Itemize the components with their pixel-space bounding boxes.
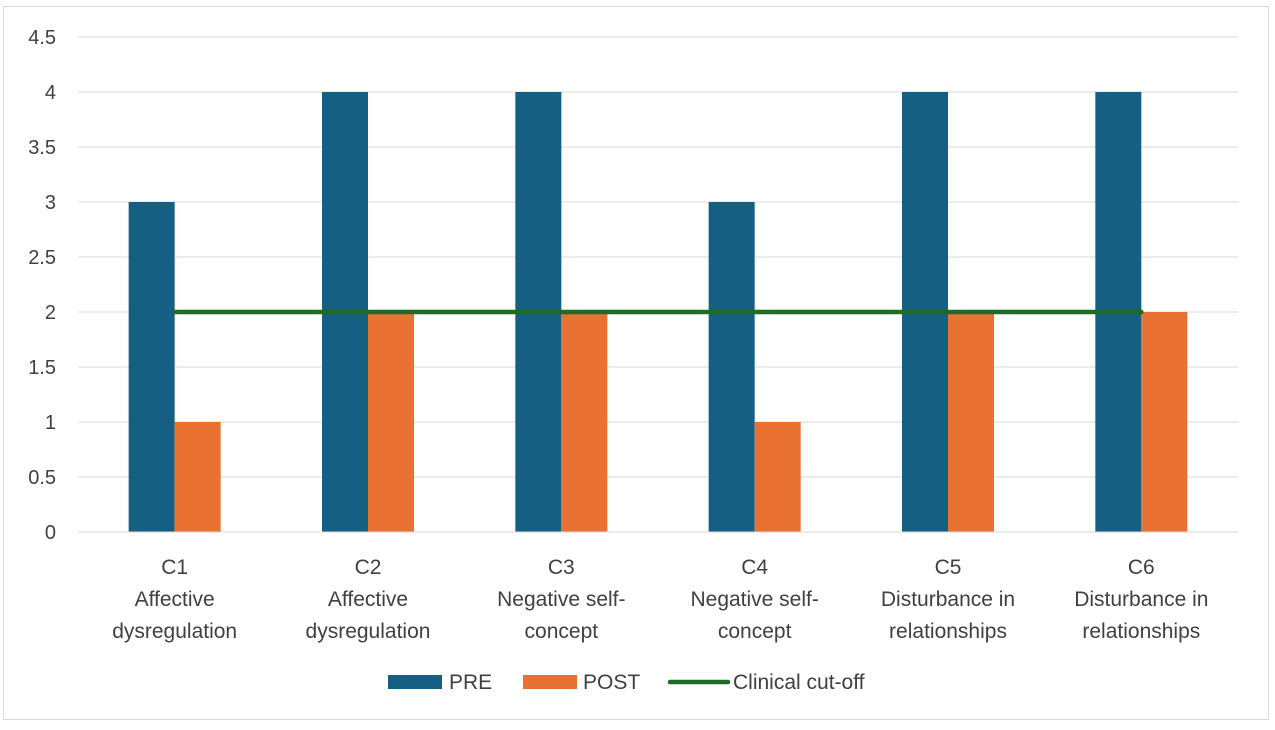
- y-tick-label: 2.5: [28, 247, 56, 269]
- x-axis-category-labels: C1 Affective dysregulation C2 Affective dysre…: [112, 556, 1208, 643]
- y-tick-label: 4.5: [28, 27, 56, 49]
- x-category-label: C6: [1128, 556, 1155, 579]
- x-category-label: Disturbance in: [881, 588, 1015, 611]
- legend-swatch-pre: [388, 675, 442, 689]
- x-category-label: Negative self-: [690, 588, 818, 611]
- y-tick-label: 4: [45, 82, 56, 104]
- x-category-label: Disturbance in: [1074, 588, 1208, 611]
- chart-frame: [3, 6, 1269, 720]
- y-tick-label: 0: [45, 522, 56, 544]
- legend-label: PRE: [449, 671, 492, 694]
- x-category-label: C4: [741, 556, 768, 579]
- y-tick-label: 3.5: [28, 137, 56, 159]
- legend-label: Clinical cut-off: [733, 671, 865, 694]
- x-category-label: C3: [548, 556, 575, 579]
- x-category-label: Negative self-: [497, 588, 625, 611]
- x-category-label: concept: [718, 620, 792, 643]
- bar-post-5: [948, 312, 994, 532]
- y-tick-label: 3: [45, 192, 56, 214]
- legend: PRE POST Clinical cut-off: [388, 671, 865, 694]
- x-category-label: Affective: [328, 588, 408, 611]
- legend-swatch-post: [523, 675, 577, 689]
- gridlines: [78, 36, 1238, 478]
- x-category-label: Affective: [135, 588, 215, 611]
- y-tick-label: 1: [45, 412, 56, 434]
- y-tick-label: 1.5: [28, 357, 56, 379]
- x-category-label: dysregulation: [306, 620, 431, 643]
- x-category-label: C5: [935, 556, 962, 579]
- bar-pre-1: [128, 202, 175, 532]
- x-category-label: relationships: [889, 620, 1007, 643]
- x-category-label: concept: [525, 620, 599, 643]
- bar-post-2: [368, 312, 414, 532]
- bar-post-3: [561, 312, 608, 532]
- bar-pre-4: [708, 202, 755, 532]
- x-category-label: C2: [355, 556, 382, 579]
- legend-label: POST: [583, 671, 640, 694]
- x-category-label: dysregulation: [112, 620, 237, 643]
- bar-post-1: [174, 422, 221, 532]
- y-axis-ticks: 0 0.5 1 1.5 2 2.5 3 3.5 4 4.5: [28, 27, 56, 544]
- y-tick-label: 0.5: [28, 467, 56, 489]
- x-category-label: relationships: [1082, 620, 1200, 643]
- x-category-label: C1: [161, 556, 188, 579]
- bar-post-4: [754, 422, 801, 532]
- bar-post-6: [1141, 312, 1188, 532]
- y-tick-label: 2: [45, 302, 56, 324]
